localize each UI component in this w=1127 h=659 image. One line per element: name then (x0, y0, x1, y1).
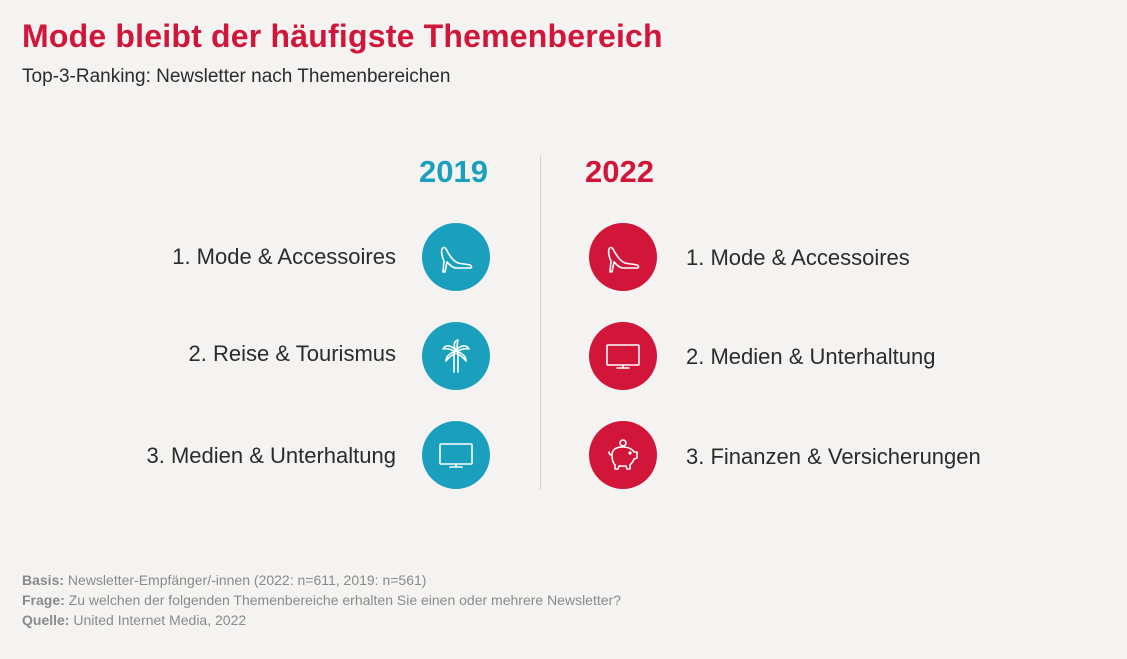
left-item-2-label: 2. Reise & Tourismus (188, 341, 396, 366)
year-2019-heading: 2019 (419, 154, 488, 189)
tv-monitor-icon (422, 421, 490, 489)
footer-frage: Frage: Zu welchen der folgenden Themenbe… (22, 592, 621, 608)
right-item-2-label: 2. Medien & Unterhaltung (686, 344, 936, 369)
column-divider (540, 155, 541, 490)
palm-tree-icon (422, 322, 490, 390)
footer-basis-text: Newsletter-Empfänger/-innen (2022: n=611… (67, 572, 427, 588)
footer-basis-label: Basis: (22, 572, 65, 588)
footer-quelle: Quelle: United Internet Media, 2022 (22, 612, 246, 628)
year-2022-heading: 2022 (585, 154, 654, 189)
footer-frage-label: Frage: (22, 592, 65, 608)
left-item-1-label: 1. Mode & Accessoires (172, 244, 396, 269)
high-heel-shoe-icon (422, 223, 490, 291)
high-heel-shoe-icon (589, 223, 657, 291)
footer-quelle-text: United Internet Media, 2022 (73, 612, 247, 628)
left-item-3-label: 3. Medien & Unterhaltung (146, 443, 397, 468)
footer-quelle-label: Quelle: (22, 612, 70, 628)
piggy-bank-icon (589, 421, 657, 489)
page-subtitle: Top-3-Ranking: Newsletter nach Themenber… (22, 66, 451, 87)
right-item-3-label: 3. Finanzen & Versicherungen (686, 444, 981, 469)
page-title: Mode bleibt der häufigste Themenbereich (22, 18, 663, 54)
right-item-1-label: 1. Mode & Accessoires (686, 245, 910, 270)
tv-monitor-icon (589, 322, 657, 390)
footer-basis: Basis: Newsletter-Empfänger/-innen (2022… (22, 572, 426, 588)
footer-frage-text: Zu welchen der folgenden Themenbereiche … (68, 592, 621, 608)
